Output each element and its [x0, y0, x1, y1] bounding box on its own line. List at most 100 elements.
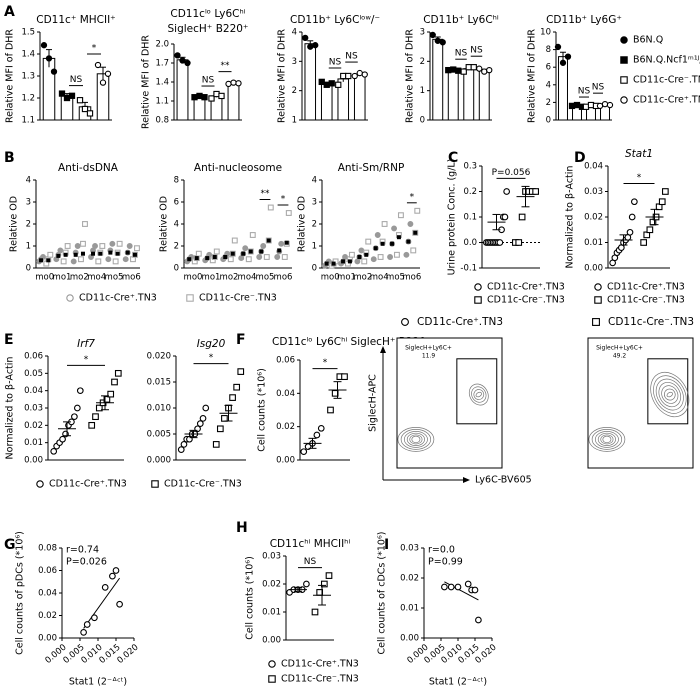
y-tick-label: 2 [26, 220, 31, 230]
chart-title: CD11cʰⁱ MHCIIʰⁱ [270, 538, 351, 550]
y-tick-label: 0.01 [24, 438, 43, 448]
mean-mark [364, 252, 369, 257]
panel-letter: I [384, 537, 389, 553]
y-tick-label: 0.01 [262, 608, 281, 618]
y-tick-label: 0.03 [400, 544, 419, 554]
point [327, 406, 334, 414]
point [94, 61, 102, 69]
mean-mark [413, 230, 418, 235]
contour [663, 388, 676, 401]
y-axis-label: Normalized to β-Actin [5, 357, 16, 460]
y-tick-label: 4 [174, 220, 179, 230]
point [393, 251, 400, 258]
y-tick-label: 0.02 [262, 580, 281, 590]
x-tick-label: mo0 [321, 273, 340, 283]
legend-label: CD11c-Cre⁻.TN3 [633, 75, 700, 86]
panel-letter: C [448, 150, 458, 166]
y-axis-label: Relative OD [159, 196, 170, 252]
y-tick-label: 1.1 [155, 97, 169, 107]
y-tick-label: 1.5 [21, 28, 35, 38]
point [429, 31, 436, 39]
sig-label: NS [592, 83, 605, 93]
point [114, 369, 122, 377]
y-tick-label: 0.02 [24, 421, 43, 431]
point [606, 101, 614, 109]
point [95, 404, 103, 412]
legend-marker [474, 296, 482, 304]
mean-mark [46, 258, 51, 263]
y-axis-label: Relative MFI of DHR [277, 29, 288, 123]
y-tick-label: 1 [312, 242, 317, 252]
point [596, 102, 604, 110]
point [82, 221, 88, 227]
point [109, 572, 116, 580]
point [80, 629, 87, 636]
y-tick-label: 4 [26, 176, 31, 186]
contour [666, 391, 673, 398]
point [341, 373, 348, 381]
y-axis-label: Relative OD [297, 196, 308, 252]
chart-title: Stat1 [625, 148, 653, 160]
point [342, 254, 349, 260]
point [57, 247, 64, 254]
x-tick-label: mo6 [122, 273, 141, 283]
legend-label: B6N.Q [633, 35, 663, 46]
legend-label: CD11c-Cre⁻.TN3 [164, 479, 242, 490]
legend-label: CD11c-Cre⁺.TN3 [607, 282, 685, 293]
mean-mark [347, 259, 352, 264]
contour [471, 386, 487, 403]
point [313, 431, 321, 439]
y-tick-label: 3 [420, 28, 425, 38]
point [201, 94, 208, 101]
point [630, 198, 638, 206]
point [196, 420, 204, 427]
point [134, 245, 140, 252]
chart-title: CD11cˡᵒ Ly6Cʰⁱ SiglecH⁺ B220⁺ [272, 336, 432, 348]
legend-label: CD11c-Cre⁺.TN3 [487, 282, 565, 293]
y-axis-label: Cell counts (*10⁶) [257, 368, 268, 452]
point [213, 248, 220, 255]
point [229, 394, 236, 401]
y-tick-label: 0.02 [584, 213, 603, 223]
x-tick-label: mo5 [105, 273, 124, 283]
point [50, 447, 58, 455]
legend-label: CD11c-Cre⁻.TN3 [281, 674, 359, 685]
y-tick-label: 0.01 [400, 604, 419, 614]
legend-label: CD11c-Cre⁻.TN3 [199, 293, 277, 304]
chart-title: CD11b⁺ Ly6Cʰⁱ [423, 14, 499, 26]
point [365, 238, 372, 245]
y-tick-label: 0 [420, 116, 425, 126]
mean-mark [380, 241, 385, 246]
y-axis-label: Urine protein Conc. (g/L) [447, 159, 458, 276]
point [122, 256, 129, 263]
point [45, 55, 53, 62]
point [445, 66, 452, 74]
y-tick-label: 0.00 [24, 456, 43, 466]
stat-text: P=0.026 [66, 557, 107, 568]
point [126, 243, 133, 249]
bar [447, 69, 459, 121]
y-tick-label: 0.04 [276, 389, 295, 399]
x-tick-label: mo1 [53, 273, 72, 283]
mean-mark [390, 241, 395, 246]
y-tick-label: 1 [292, 116, 297, 126]
y-tick-label: 0.00 [38, 634, 57, 644]
point [345, 72, 352, 80]
y-tick-label: 1.1 [21, 116, 35, 126]
contour [602, 435, 612, 444]
contour [661, 385, 679, 404]
point [107, 390, 115, 398]
point [281, 254, 288, 260]
contour [588, 427, 626, 452]
chart-title: Anti-dsDNA [58, 162, 119, 174]
y-axis-label: Relative MFI of DHR [527, 29, 538, 123]
y-tick-label: 4 [292, 28, 297, 38]
y-tick-label: 0 [546, 116, 551, 126]
y-tick-label: 4 [546, 80, 551, 90]
bar [304, 43, 317, 121]
point [233, 383, 241, 391]
point [63, 94, 71, 102]
legend-marker [594, 296, 602, 304]
contour [650, 371, 690, 418]
y-tick-label: 0.06 [276, 356, 295, 366]
